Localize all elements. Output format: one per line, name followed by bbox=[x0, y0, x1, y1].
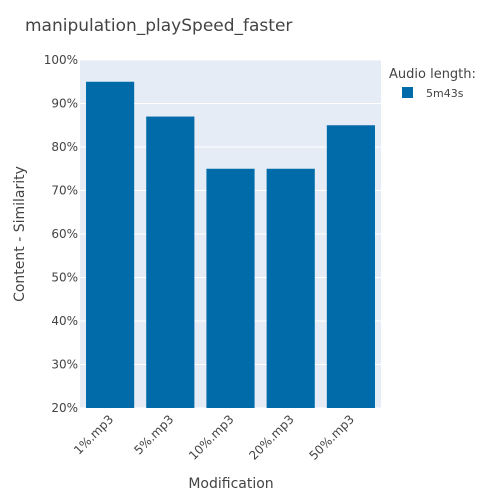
chart-title: manipulation_playSpeed_faster bbox=[25, 16, 292, 36]
x-axis-label: Modification bbox=[188, 476, 273, 492]
bar[interactable] bbox=[206, 168, 255, 408]
y-tick-label: 70% bbox=[51, 184, 78, 198]
y-tick-label: 100% bbox=[44, 53, 78, 67]
legend-swatch[interactable] bbox=[402, 87, 413, 98]
legend-item-label: 5m43s bbox=[426, 87, 464, 100]
bar[interactable] bbox=[266, 168, 315, 408]
bars[interactable] bbox=[86, 81, 375, 409]
y-tick-label: 40% bbox=[51, 314, 78, 328]
y-tick-label: 60% bbox=[51, 227, 78, 241]
legend[interactable]: Audio length: 5m43s bbox=[389, 67, 476, 100]
y-tick-label: 80% bbox=[51, 140, 78, 154]
bar[interactable] bbox=[86, 81, 135, 408]
y-tick-label: 90% bbox=[51, 97, 78, 111]
y-tick-label: 50% bbox=[51, 271, 78, 285]
y-axis-label: Content - Similarity bbox=[12, 166, 28, 302]
legend-title: Audio length: bbox=[389, 67, 476, 82]
bar[interactable] bbox=[326, 125, 375, 408]
y-tick-label: 20% bbox=[51, 401, 78, 415]
y-tick-label: 30% bbox=[51, 358, 78, 372]
y-axis-ticks: 20% 30% 40% 50% 60% 70% 80% 90% 100% bbox=[44, 53, 78, 415]
bar[interactable] bbox=[146, 116, 195, 409]
